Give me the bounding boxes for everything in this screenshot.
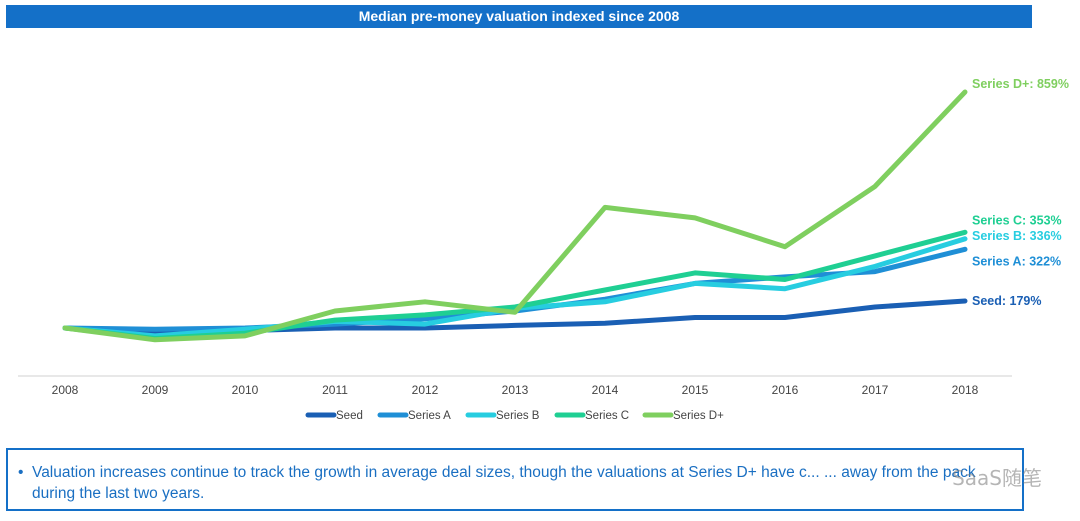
- chart-title: Median pre-money valuation indexed since…: [6, 5, 1032, 28]
- end-label: Series B: 336%: [972, 229, 1062, 243]
- x-tick-label: 2014: [592, 383, 619, 397]
- series-line-series-b: [62, 236, 968, 339]
- x-tick-label: 2010: [232, 383, 259, 397]
- end-label: Series D+: 859%: [972, 77, 1069, 91]
- legend-label: Series C: [585, 410, 629, 422]
- x-tick-label: 2015: [682, 383, 709, 397]
- x-tick-label: 2012: [412, 383, 439, 397]
- x-tick-label: 2018: [952, 383, 979, 397]
- series-line-series-c: [62, 229, 968, 341]
- x-tick-label: 2009: [142, 383, 169, 397]
- legend-item: Seed: [305, 410, 363, 422]
- legend-label: Series D+: [673, 410, 724, 422]
- legend-item: Series D+: [642, 410, 724, 422]
- takeaway-box: • Valuation increases continue to track …: [6, 448, 1024, 511]
- legend-label: Series B: [496, 410, 540, 422]
- legend: Seed Series A Series B Series C Series D+: [305, 410, 724, 422]
- legend-label: Seed: [336, 410, 363, 422]
- legend-item: Series A: [377, 410, 451, 422]
- x-tick-label: 2017: [862, 383, 889, 397]
- x-tick-label: 2008: [52, 383, 79, 397]
- end-label: Series A: 322%: [972, 254, 1061, 268]
- bullet: •: [18, 464, 24, 481]
- legend-label: Series A: [408, 410, 451, 422]
- x-tick-label: 2011: [322, 383, 348, 397]
- line-chart: 2008 2009 2010 2011 2012 2013 2014 2015 2016 2017…: [18, 77, 1069, 422]
- series-line-series-a: [62, 246, 968, 332]
- watermark: SaaS随笔: [952, 466, 1042, 490]
- x-tick-label: 2013: [502, 383, 529, 397]
- end-label: Seed: 179%: [972, 294, 1041, 308]
- legend-item: Series B: [465, 410, 540, 422]
- series-line-series-d: [62, 89, 968, 343]
- end-label: Series C: 353%: [972, 213, 1062, 227]
- takeaway-text: Valuation increases continue to track th…: [32, 464, 976, 502]
- end-label-layer: Seed: 179% Series A: 322% Series B: 336% Se…: [972, 77, 1069, 308]
- series-layer: [62, 89, 968, 343]
- x-tick-layer: 2008 2009 2010 2011 2012 2013 2014 2015 2016 2017…: [52, 383, 979, 397]
- legend-item: Series C: [554, 410, 629, 422]
- x-tick-label: 2016: [772, 383, 799, 397]
